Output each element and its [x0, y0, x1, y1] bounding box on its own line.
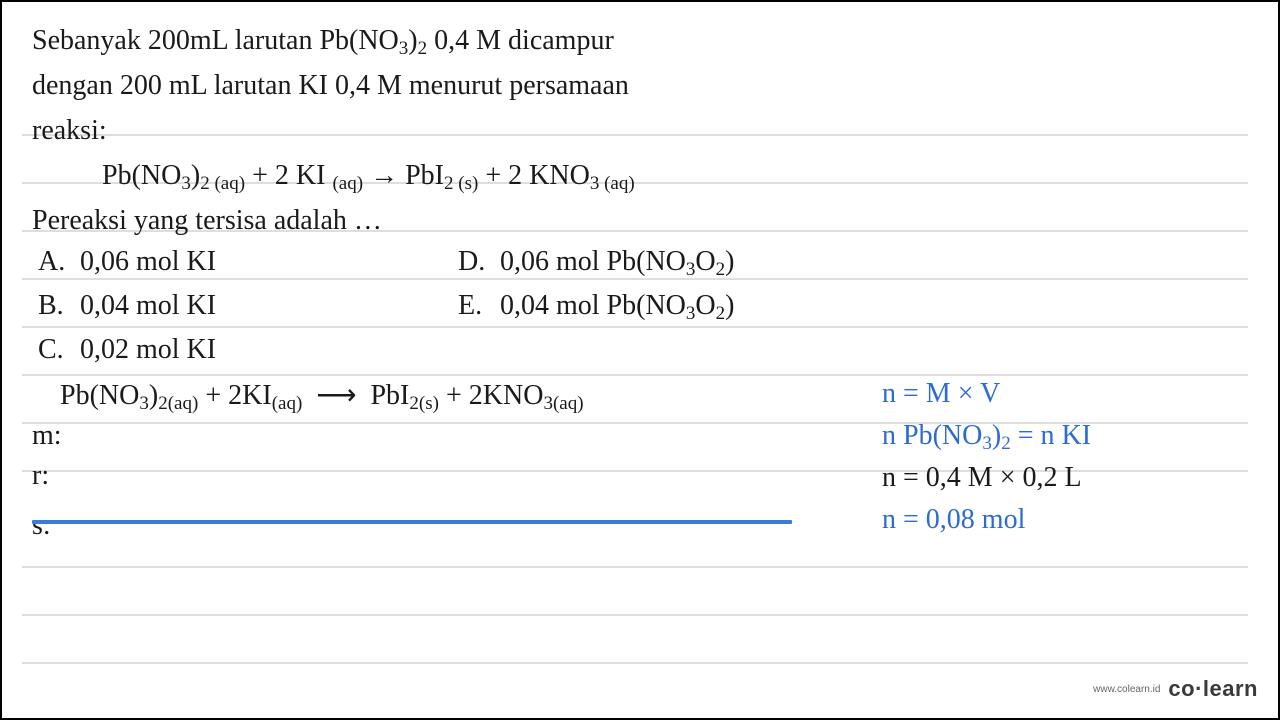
reaction-divider-bar [32, 520, 792, 524]
work-block: Pb(NO3)2(aq) + 2KI(aq) ⟶ PbI2(s) + 2KNO3… [32, 378, 812, 550]
ruled-line [22, 614, 1248, 616]
work-equation: Pb(NO3)2(aq) + 2KI(aq) ⟶ PbI2(s) + 2KNO3… [32, 378, 812, 412]
ruled-line [22, 566, 1248, 568]
watermark-url: www.colearn.id [1093, 684, 1160, 695]
calc-line1: n = M × V [882, 378, 1272, 410]
ruled-line [22, 662, 1248, 664]
page-root: Sebanyak 200mL larutan Pb(NO3)2 0,4 M di… [0, 0, 1280, 720]
option-b-letter: B. [32, 284, 80, 328]
options-list: A. 0,06 mol KI D. 0,06 mol Pb(NO3O2) B. … [32, 240, 932, 372]
calc-line4: n = 0,08 mol [882, 504, 1272, 536]
option-a-letter: A. [32, 240, 80, 284]
option-e-text: 0,04 mol Pb(NO3O2) [500, 284, 735, 328]
calc-block: n = M × V n Pb(NO3)2 = n KI n = 0,4 M × … [882, 378, 1272, 546]
work-m-line: m: [32, 420, 812, 452]
work-r-line: r: [32, 460, 812, 492]
question-equation: Pb(NO3)2 (aq) + 2 KI (aq) → PbI2 (s) + 2… [32, 153, 892, 198]
question-block: Sebanyak 200mL larutan Pb(NO3)2 0,4 M di… [32, 18, 892, 243]
option-d-letter: D. [452, 240, 500, 284]
option-b-text: 0,04 mol KI [80, 284, 216, 328]
option-d-text: 0,06 mol Pb(NO3O2) [500, 240, 735, 284]
option-c-letter: C. [32, 328, 80, 372]
option-a-text: 0,06 mol KI [80, 240, 216, 284]
question-prompt: Pereaksi yang tersisa adalah … [32, 198, 892, 243]
calc-line2: n Pb(NO3)2 = n KI [882, 420, 1272, 452]
watermark-brand: co·learn [1168, 676, 1258, 702]
ruled-line [22, 374, 1248, 376]
question-line3: reaksi: [32, 108, 892, 153]
calc-line3: n = 0,4 M × 0,2 L [882, 462, 1272, 494]
question-line2: dengan 200 mL larutan KI 0,4 M menurut p… [32, 63, 892, 108]
question-line1: Sebanyak 200mL larutan Pb(NO3)2 0,4 M di… [32, 18, 892, 63]
watermark: www.colearn.id co·learn [1093, 676, 1258, 702]
option-e-letter: E. [452, 284, 500, 328]
work-s-line: s: [32, 510, 812, 542]
option-c-text: 0,02 mol KI [80, 328, 216, 372]
